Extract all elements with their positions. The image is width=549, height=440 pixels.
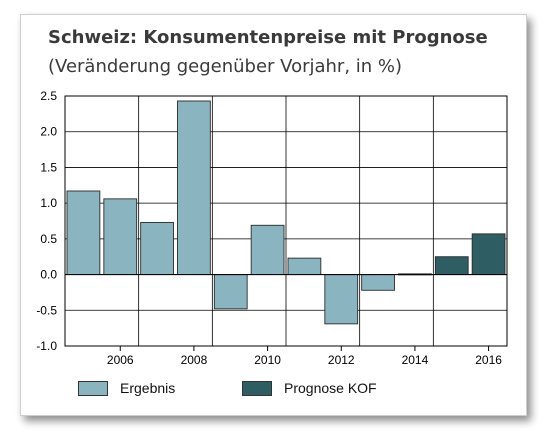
legend-label-ergebnis: Ergebnis [120, 380, 176, 396]
y-tick-label: 2.5 [40, 89, 57, 103]
bar-2015 [434, 256, 469, 276]
bar-2006 [103, 198, 138, 276]
y-tick-label: 1.0 [40, 196, 57, 210]
chart-subtitle: (Veränderung gegenüber Vorjahr, in %) [48, 56, 403, 77]
x-tick-label: 2010 [254, 353, 281, 367]
bar-2009 [213, 274, 248, 310]
bar-2016 [471, 233, 506, 276]
x-tick-label: 2016 [475, 353, 502, 367]
y-tick-label: 0.5 [40, 232, 57, 246]
legend-swatch-prognose [242, 380, 272, 396]
bar-2008 [177, 100, 211, 276]
x-tick-label: 2008 [181, 353, 208, 367]
x-tick-label: 2012 [328, 353, 355, 367]
x-tick-label: 2014 [402, 353, 429, 367]
bar-2013 [361, 274, 395, 291]
y-tick-label: 1.5 [40, 160, 57, 174]
legend-swatch-ergebnis [78, 380, 108, 396]
x-tick-label: 2006 [107, 353, 134, 367]
legend-item-prognose: Prognose KOF [242, 380, 377, 396]
bar-2010 [250, 224, 285, 276]
legend-label-prognose: Prognose KOF [284, 380, 377, 396]
bar-2007 [140, 221, 174, 276]
bar-2005 [66, 190, 101, 276]
legend-item-ergebnis: Ergebnis [78, 380, 175, 396]
y-tick-label: 2.0 [40, 125, 57, 139]
y-tick-label: 0.0 [40, 268, 57, 282]
chart-title: Schweiz: Konsumentenpreise mit Prognose [48, 27, 488, 48]
plot-area [64, 95, 508, 347]
bar-2011 [287, 257, 322, 276]
y-tick-label: -0.5 [36, 303, 57, 317]
bar-2012 [324, 274, 359, 325]
legend: Ergebnis Prognose KOF [0, 380, 549, 410]
y-tick-label: -1.0 [36, 339, 57, 353]
